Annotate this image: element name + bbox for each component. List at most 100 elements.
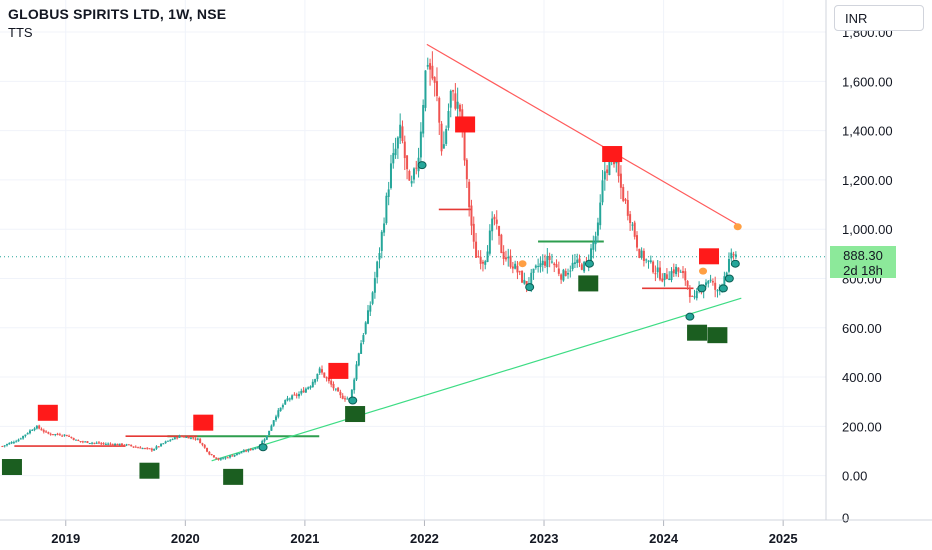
candle-body — [314, 379, 317, 383]
candle-body — [245, 450, 248, 452]
candle-body — [343, 398, 346, 400]
candle-body — [86, 441, 89, 443]
last-price-badge: 888.30 2d 18h — [830, 246, 896, 278]
candle-body — [26, 433, 29, 435]
candle-body — [63, 434, 66, 436]
candle-body — [100, 443, 103, 445]
candle-body — [235, 453, 238, 455]
candle-body — [652, 261, 655, 273]
candle-body — [606, 169, 609, 173]
candle-body — [107, 443, 110, 445]
candle-body — [438, 97, 441, 123]
currency-button[interactable]: INR — [834, 5, 924, 31]
candle-body — [304, 388, 307, 393]
candle-body — [137, 447, 140, 449]
candle-body — [166, 440, 169, 442]
candle-body — [88, 442, 91, 444]
candle-body — [291, 395, 294, 400]
x-tick-label: 2025 — [769, 531, 798, 546]
price-axis[interactable]: 0.00200.00400.00600.00800.001,000.001,20… — [825, 0, 893, 526]
candle-body — [668, 278, 671, 281]
candle-body — [10, 442, 13, 444]
chart-grid — [0, 0, 826, 520]
candle-body — [422, 104, 425, 134]
candle-body — [148, 448, 151, 450]
candle-body — [661, 278, 664, 282]
candle-body — [688, 288, 691, 298]
candle-body — [247, 449, 250, 452]
candle-body — [38, 425, 41, 429]
candle-body — [155, 446, 158, 449]
candle-body — [596, 222, 599, 236]
x-tick-label: 2021 — [290, 531, 319, 546]
candle-body — [176, 437, 179, 439]
candle-body — [537, 265, 540, 267]
candle-body — [383, 223, 386, 233]
candle-body — [638, 248, 641, 258]
candle-body — [281, 405, 284, 408]
candle-body — [684, 271, 687, 281]
chart-legend: GLOBUS SPIRITS LTD, 1W, NSE TTS — [8, 6, 226, 40]
candle-body — [622, 186, 625, 201]
candle-body — [162, 443, 165, 445]
support-trendline — [211, 297, 742, 462]
candle-body — [327, 377, 330, 382]
x-tick-label: 2019 — [51, 531, 80, 546]
candle-body — [81, 441, 84, 443]
buy-signal-box — [1, 459, 22, 476]
candle-body — [79, 441, 82, 443]
candle-body — [523, 279, 526, 284]
time-axis[interactable]: 2019 2020 2021 2022 2023 2024 2025 — [0, 519, 932, 546]
candle-body — [311, 381, 314, 388]
candle-body — [261, 441, 264, 445]
candle-body — [15, 441, 18, 443]
candle-body — [686, 280, 689, 287]
candle-body — [679, 271, 682, 273]
candle-body — [491, 218, 494, 232]
candle-body — [141, 448, 144, 450]
candle-body — [675, 266, 678, 275]
candle-body — [72, 437, 75, 440]
last-price-value: 888.30 — [843, 248, 883, 263]
candle-body — [716, 290, 719, 292]
candle-body — [544, 261, 547, 266]
y-tick-label: 1,600.00 — [842, 74, 893, 89]
indicator-label[interactable]: TTS — [8, 25, 33, 40]
candle-body — [521, 270, 524, 283]
y-tick-label: 0.00 — [842, 469, 867, 484]
candle-body — [642, 250, 645, 261]
candle-body — [518, 271, 521, 273]
candle-body — [553, 263, 556, 266]
candle-body — [77, 439, 80, 441]
candle-body — [35, 425, 38, 429]
candle-body — [33, 428, 36, 430]
candle-body — [562, 269, 565, 281]
candle-body — [468, 181, 471, 208]
candle-body — [97, 442, 100, 444]
x-tick-label: 2023 — [530, 531, 559, 546]
candle-body — [711, 281, 714, 283]
candle-body — [272, 420, 275, 426]
candle-body — [472, 223, 475, 242]
candle-body — [484, 261, 487, 265]
candle-body — [169, 440, 172, 442]
candle-body — [309, 386, 312, 388]
candle-body — [475, 241, 478, 258]
candle-body — [123, 444, 126, 446]
candle-body — [5, 444, 8, 446]
candle-body — [300, 390, 303, 394]
candle-body — [500, 234, 503, 254]
candle-body — [649, 260, 652, 263]
candle-body — [95, 442, 98, 444]
candle-body — [192, 437, 195, 439]
candle-body — [104, 443, 107, 445]
candle-body — [656, 267, 659, 273]
candle-body — [3, 445, 6, 447]
candle-body — [369, 305, 372, 312]
candle-body — [560, 274, 563, 280]
candle-body — [677, 267, 680, 272]
candle-body — [389, 163, 392, 188]
symbol-title[interactable]: GLOBUS SPIRITS LTD, 1W, NSE — [8, 6, 227, 22]
candle-body — [403, 141, 406, 159]
